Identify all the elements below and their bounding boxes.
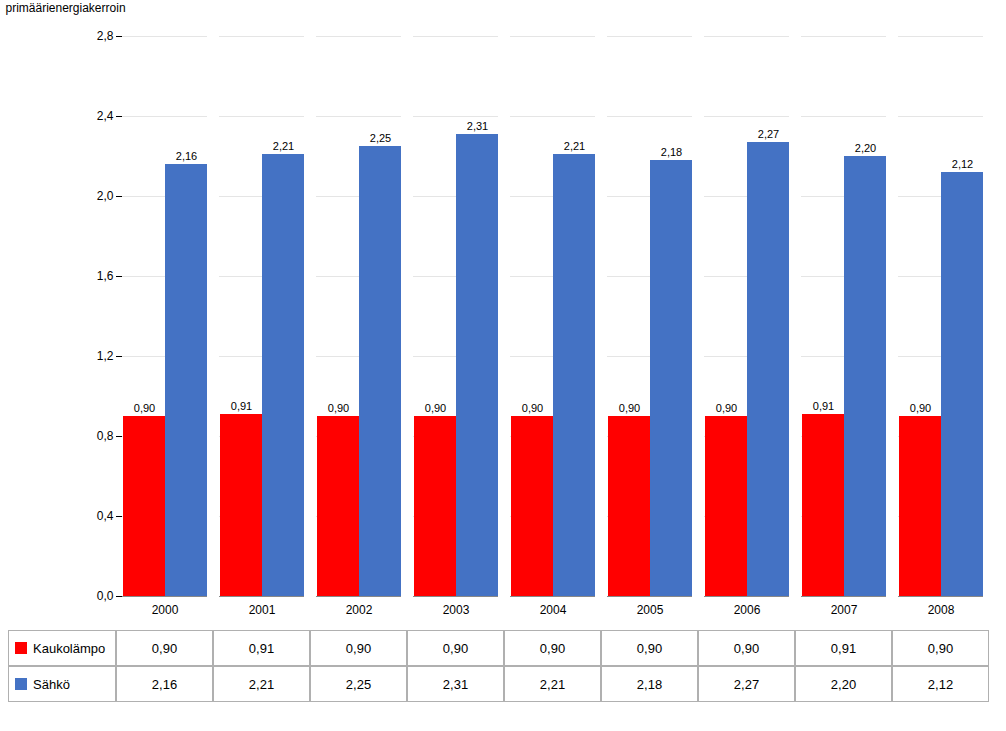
svg-text:2004: 2004 xyxy=(540,603,567,617)
svg-text:0,90: 0,90 xyxy=(522,402,543,414)
svg-text:0,90: 0,90 xyxy=(619,402,640,414)
svg-text:0,4: 0,4 xyxy=(97,509,114,523)
html-text:0,91: 0,91 xyxy=(248,640,275,656)
html-text:2,27: 2,27 xyxy=(733,676,760,692)
html-text:2,31: 2,31 xyxy=(442,676,469,692)
html-text:2,21: 2,21 xyxy=(248,676,275,692)
html-text:2,18: 2,18 xyxy=(636,676,663,692)
svg-text:2,4: 2,4 xyxy=(97,109,114,123)
html-text:0,90: 0,90 xyxy=(151,640,178,656)
svg-text:2,25: 2,25 xyxy=(370,132,391,144)
html-text:0,90: 0,90 xyxy=(345,640,372,656)
svg-text:0,90: 0,90 xyxy=(910,402,931,414)
svg-text:2,16: 2,16 xyxy=(176,150,197,162)
html-text:0,90: 0,90 xyxy=(442,640,469,656)
html-text:0,90: 0,90 xyxy=(927,640,954,656)
svg-text:2007: 2007 xyxy=(831,603,858,617)
svg-text:2000: 2000 xyxy=(152,603,179,617)
html-text:0,90: 0,90 xyxy=(636,640,663,656)
html-text:2,21: 2,21 xyxy=(539,676,566,692)
svg-text:0,90: 0,90 xyxy=(716,402,737,414)
html-text:2,16: 2,16 xyxy=(151,676,178,692)
svg-text:2006: 2006 xyxy=(734,603,761,617)
svg-text:2,21: 2,21 xyxy=(273,140,294,152)
html-text:2,20: 2,20 xyxy=(830,676,857,692)
svg-text:2,20: 2,20 xyxy=(855,142,876,154)
html-text:Sähkö: Sähkö xyxy=(33,676,70,692)
svg-text:0,0: 0,0 xyxy=(97,589,114,603)
svg-text:2,0: 2,0 xyxy=(97,189,114,203)
svg-text:2,27: 2,27 xyxy=(758,128,779,140)
svg-text:2,31: 2,31 xyxy=(467,120,488,132)
html-text:Kaukolämpo: Kaukolämpo xyxy=(33,640,106,656)
html-text:0,90: 0,90 xyxy=(733,640,760,656)
svg-text:0,90: 0,90 xyxy=(134,402,155,414)
svg-text:2,12: 2,12 xyxy=(952,158,973,170)
svg-text:0,8: 0,8 xyxy=(97,429,114,443)
html-text:0,91: 0,91 xyxy=(830,640,857,656)
svg-text:0,90: 0,90 xyxy=(425,402,446,414)
svg-text:2008: 2008 xyxy=(928,603,955,617)
svg-text:2,8: 2,8 xyxy=(97,29,114,43)
svg-text:1,2: 1,2 xyxy=(97,349,114,363)
svg-text:2,21: 2,21 xyxy=(564,140,585,152)
svg-text:2005: 2005 xyxy=(637,603,664,617)
html-text:2,25: 2,25 xyxy=(345,676,372,692)
svg-text:2002: 2002 xyxy=(346,603,373,617)
svg-text:1,6: 1,6 xyxy=(97,269,114,283)
svg-text:0,90: 0,90 xyxy=(328,402,349,414)
svg-text:2003: 2003 xyxy=(443,603,470,617)
html-text:0,90: 0,90 xyxy=(539,640,566,656)
svg-text:2,18: 2,18 xyxy=(661,146,682,158)
svg-text:0,91: 0,91 xyxy=(231,400,252,412)
svg-text:2001: 2001 xyxy=(249,603,276,617)
svg-text:0,91: 0,91 xyxy=(813,400,834,412)
html-text:2,12: 2,12 xyxy=(927,676,954,692)
svg-text:primäärienergiakerroin: primäärienergiakerroin xyxy=(6,1,126,15)
